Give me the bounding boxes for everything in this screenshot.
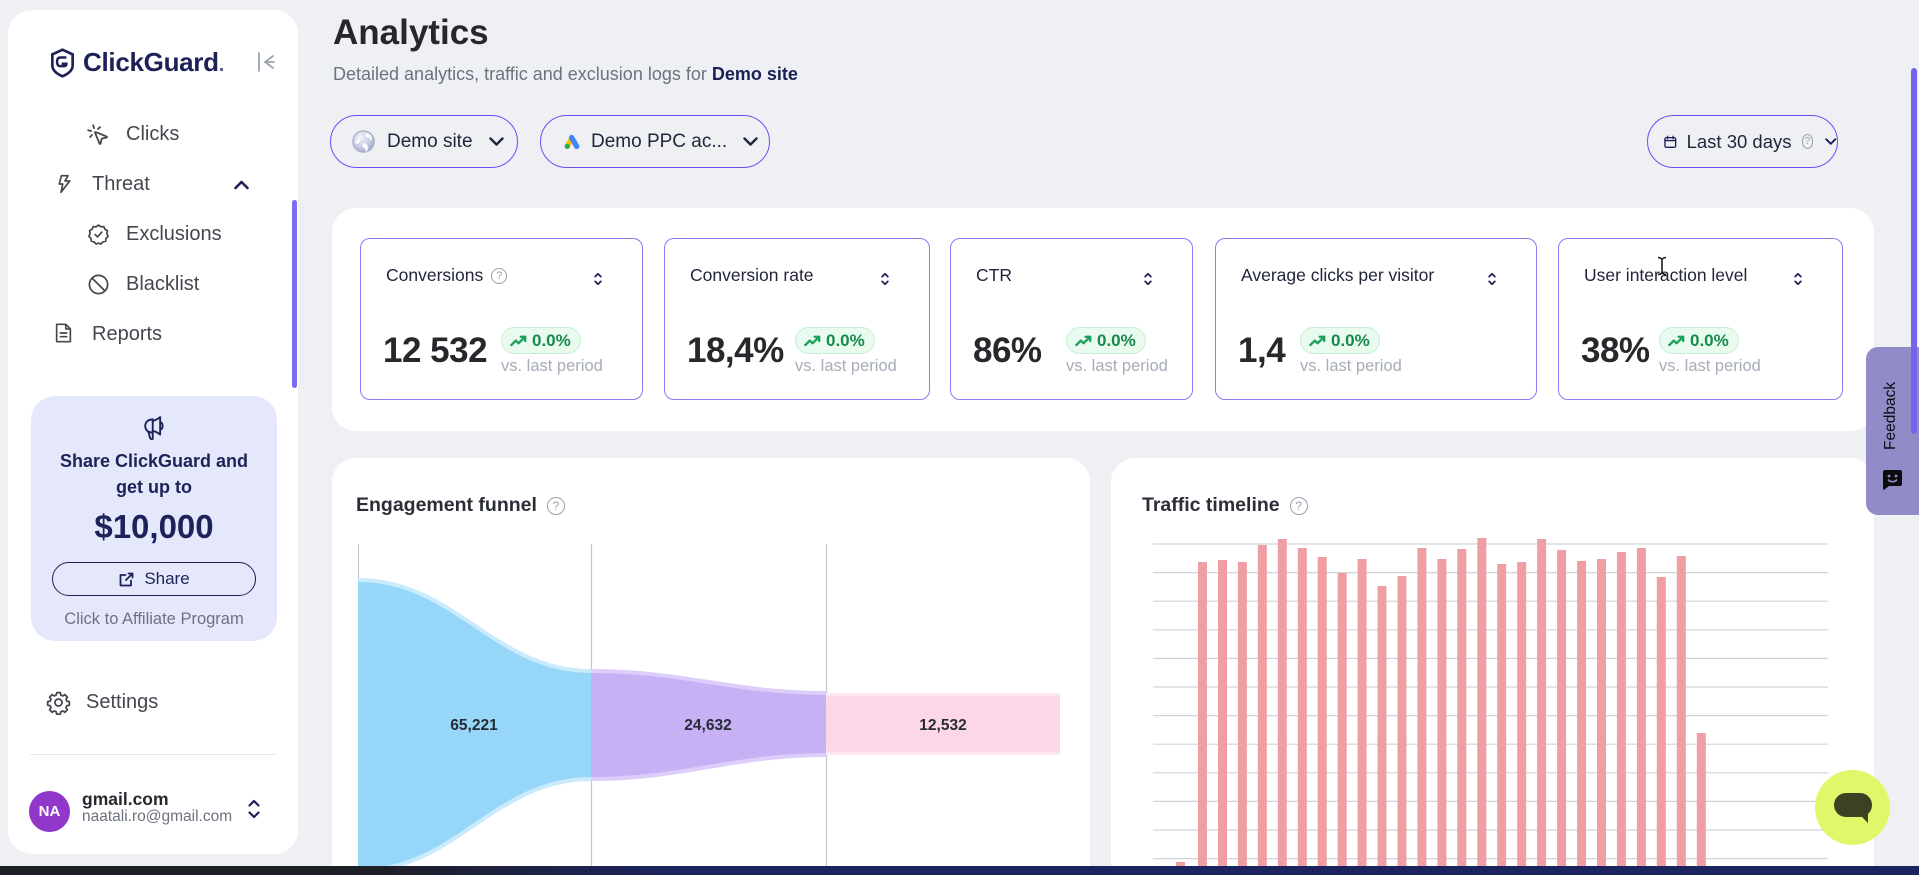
svg-text:12,532: 12,532 — [919, 717, 966, 734]
svg-text:65,221: 65,221 — [450, 717, 498, 734]
svg-text:24,632: 24,632 — [684, 717, 731, 734]
